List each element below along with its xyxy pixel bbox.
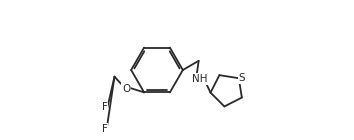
Text: F: F <box>102 124 107 134</box>
Text: F: F <box>102 102 107 113</box>
Text: O: O <box>122 84 130 94</box>
Text: NH: NH <box>192 74 207 84</box>
Text: S: S <box>239 73 245 83</box>
